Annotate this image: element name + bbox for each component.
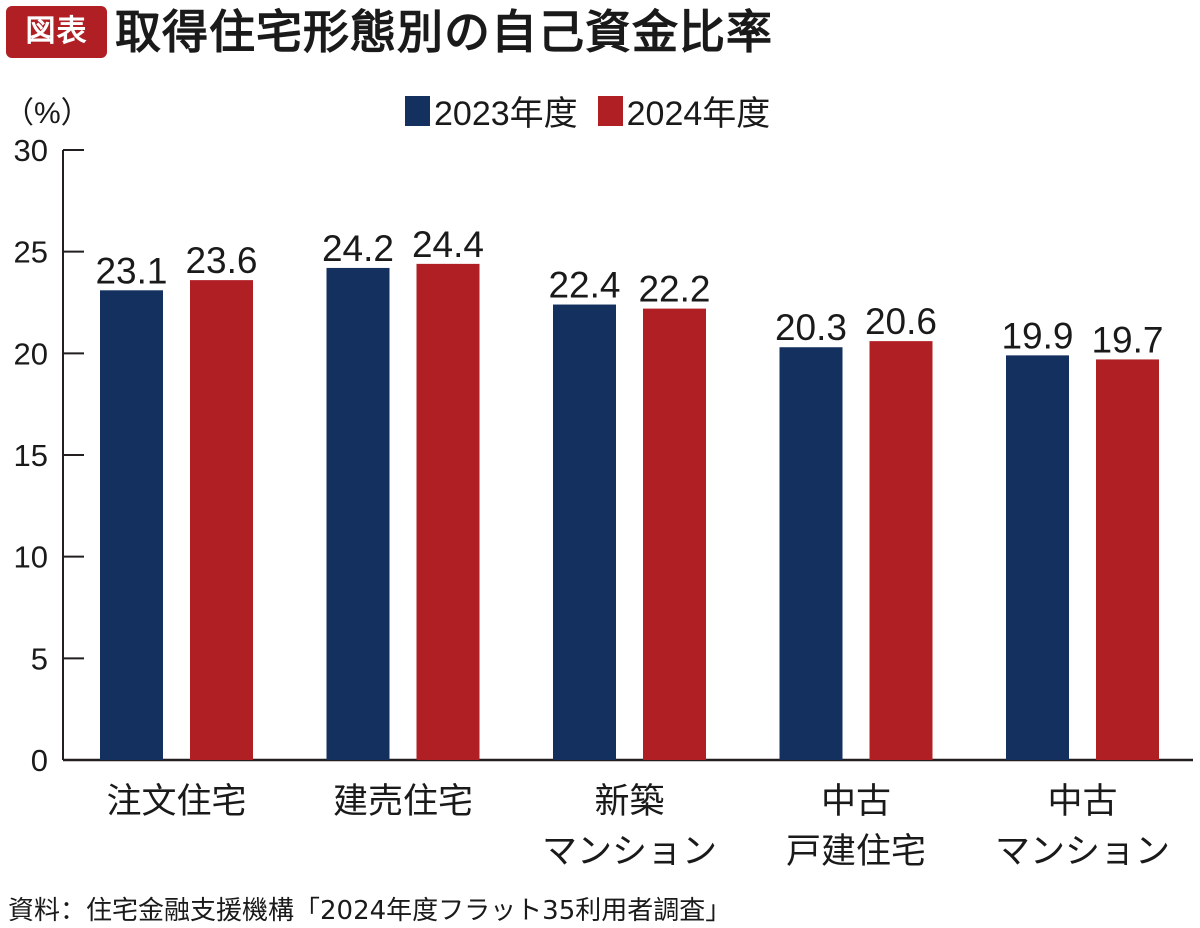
- y-axis-unit-label: （%）: [4, 97, 91, 130]
- bar-2024: [190, 280, 253, 760]
- value-label: 20.6: [865, 301, 937, 342]
- bar-2024: [416, 263, 480, 760]
- bar-2024: [1096, 359, 1159, 760]
- legend-item-2023: 2023年度: [405, 86, 578, 135]
- value-label: 20.3: [775, 307, 847, 348]
- category-label: 新築: [594, 782, 664, 822]
- y-tick-label: 15: [14, 438, 48, 473]
- bar-2023: [1006, 355, 1069, 760]
- category-label: マンション: [542, 832, 717, 872]
- y-tick-label: 0: [31, 743, 48, 778]
- y-tick-label: 10: [14, 540, 48, 575]
- value-label: 19.9: [1001, 315, 1073, 356]
- bar-2024: [869, 341, 933, 760]
- value-label: 24.4: [412, 224, 484, 265]
- legend-swatch-2024: [597, 95, 623, 126]
- y-tick-label: 25: [14, 235, 48, 270]
- bar-2023: [100, 290, 163, 760]
- category-label: 中古: [1047, 782, 1117, 822]
- legend-swatch-2023: [405, 95, 430, 126]
- chart-title: 取得住宅形態別の自己資金比率: [115, 5, 773, 59]
- legend-label-2023: 2023年度: [434, 95, 578, 133]
- bar-chart: 0 5 10 15 20 25 30 23.1 23.6 24.2 24.4 22.4 22.2 20.…: [14, 133, 1193, 872]
- legend: 2023年度 2024年度: [405, 86, 770, 135]
- category-label: 戸建住宅: [786, 832, 926, 872]
- value-label: 23.1: [95, 250, 167, 291]
- y-tick-label: 30: [14, 133, 48, 168]
- source-note: 資料：住宅金融支援機構「2024年度フラット35利用者調査」: [8, 896, 732, 926]
- legend-item-2024: 2024年度: [597, 86, 771, 135]
- bars: [100, 263, 1159, 760]
- value-labels: 23.1 23.6 24.2 24.4 22.4 22.2 20.3 20.6 19.9 19.7: [95, 224, 1163, 361]
- value-label: 22.4: [548, 265, 620, 306]
- value-label: 22.2: [638, 269, 710, 310]
- y-tick-label: 20: [14, 336, 48, 371]
- bar-2023: [779, 347, 843, 760]
- category-label: 注文住宅: [106, 782, 246, 822]
- category-label: 中古: [821, 782, 891, 822]
- figure-badge: 図表: [6, 6, 107, 58]
- bar-2024: [643, 308, 706, 760]
- value-label: 23.6: [185, 240, 257, 281]
- category-label: 建売住宅: [333, 782, 473, 822]
- bar-2023: [326, 267, 390, 760]
- category-label: マンション: [995, 832, 1170, 872]
- value-label: 24.2: [322, 228, 394, 269]
- bar-2023: [553, 304, 616, 760]
- y-tick-label: 5: [31, 641, 48, 676]
- legend-label-2024: 2024年度: [626, 95, 771, 133]
- value-label: 19.7: [1091, 319, 1163, 360]
